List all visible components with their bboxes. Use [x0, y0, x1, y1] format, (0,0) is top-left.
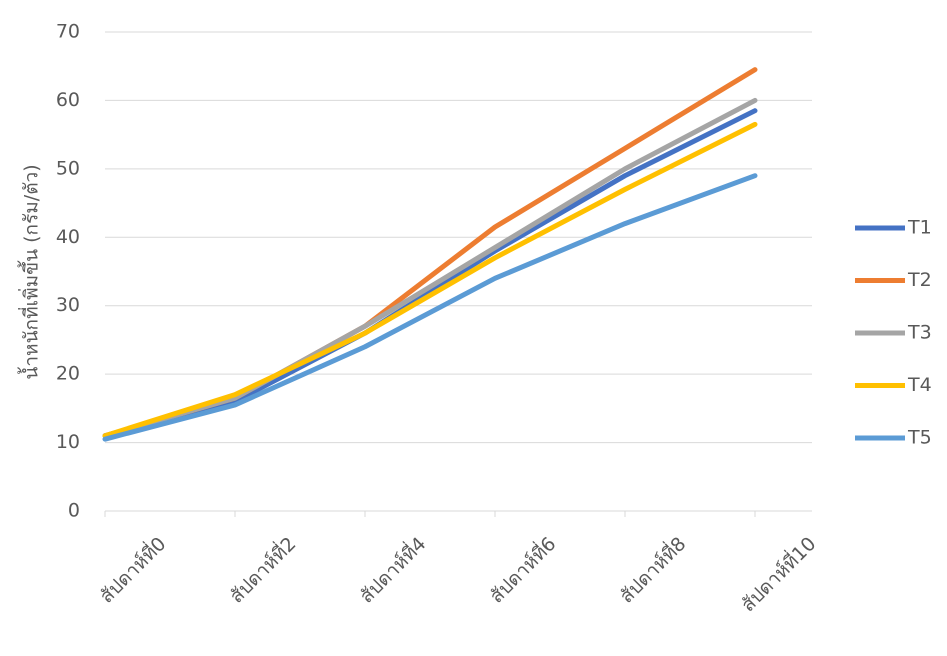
x-tick-label: สัปดาห์ที่8	[613, 531, 690, 608]
y-tick-label: 50	[56, 157, 80, 179]
y-axis-title: น้ำหนักที่เพิ่มขึ้น (กรัม/ตัว)	[18, 164, 43, 379]
y-tick-label: 10	[56, 431, 80, 453]
line-series	[105, 111, 755, 436]
legend-label: T4	[907, 374, 932, 396]
line-series	[105, 124, 755, 435]
legend-label: T2	[907, 269, 932, 291]
y-tick-label: 40	[56, 226, 80, 248]
y-tick-label: 70	[56, 21, 80, 43]
x-tick-label: สัปดาห์ที่6	[483, 531, 560, 608]
y-tick-label: 20	[56, 363, 80, 385]
line-series	[105, 70, 755, 436]
legend-label: T1	[907, 217, 932, 239]
x-tick-label: สัปดาห์ที่0	[93, 531, 170, 608]
y-tick-label: 0	[68, 500, 80, 522]
x-tick-label: สัปดาห์ที่10	[735, 531, 820, 616]
x-tick-label: สัปดาห์ที่2	[223, 531, 300, 608]
chart: น้ำหนักที่เพิ่มขึ้น (กรัม/ตัว) 0 10 20 30 40…	[0, 0, 947, 656]
x-tick-label: สัปดาห์ที่4	[353, 531, 430, 608]
legend-label: T3	[907, 322, 932, 344]
y-tick-label: 60	[56, 89, 80, 111]
legend-label: T5	[907, 427, 932, 449]
y-tick-label: 30	[56, 294, 80, 316]
line-series	[105, 176, 755, 439]
line-series	[105, 100, 755, 435]
